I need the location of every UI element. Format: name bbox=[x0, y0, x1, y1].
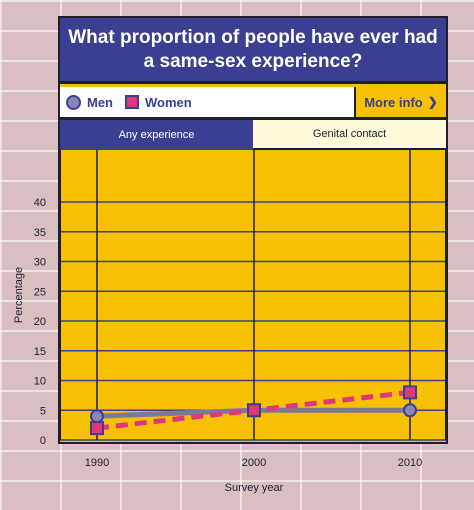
data-point-women[interactable] bbox=[90, 421, 104, 436]
legend-label-men: Men bbox=[87, 94, 113, 110]
y-tick-label: 0 bbox=[40, 435, 46, 447]
x-tick-label: 2010 bbox=[398, 457, 422, 469]
y-tick-label: 5 bbox=[40, 405, 46, 417]
data-point-men[interactable] bbox=[90, 409, 104, 424]
more-info-button[interactable]: More info ❯ bbox=[354, 87, 446, 117]
y-tick-label: 30 bbox=[34, 257, 46, 269]
square-marker-icon bbox=[125, 95, 139, 109]
legend-label-women: Women bbox=[145, 94, 192, 110]
data-point-women[interactable] bbox=[403, 385, 417, 400]
y-tick-label: 25 bbox=[34, 286, 46, 298]
chevron-down-icon: ❯ bbox=[427, 95, 438, 109]
legend: Men Women More info ❯ bbox=[60, 87, 446, 120]
tab-genital-contact[interactable]: Genital contact bbox=[253, 120, 446, 150]
chart-title: What proportion of people have ever had … bbox=[60, 18, 446, 84]
tab-bar: Any experience Genital contact bbox=[60, 120, 446, 150]
data-point-men[interactable] bbox=[403, 403, 417, 418]
legend-item-men[interactable]: Men bbox=[66, 94, 113, 110]
tab-any-experience[interactable]: Any experience bbox=[60, 120, 253, 150]
y-axis-label: Percentage bbox=[13, 267, 25, 323]
y-tick-label: 40 bbox=[34, 197, 46, 209]
circle-marker-icon bbox=[66, 94, 81, 110]
y-tick-label: 15 bbox=[34, 346, 46, 358]
y-tick-label: 10 bbox=[34, 376, 46, 388]
y-tick-label: 20 bbox=[34, 316, 46, 328]
x-tick-label: 1990 bbox=[85, 457, 109, 469]
x-axis-label: Survey year bbox=[225, 482, 284, 494]
legend-item-women[interactable]: Women bbox=[125, 95, 192, 110]
y-tick-label: 35 bbox=[34, 227, 46, 239]
chart-panel: What proportion of people have ever had … bbox=[58, 16, 448, 444]
data-point-women[interactable] bbox=[247, 403, 261, 418]
more-info-label: More info bbox=[364, 94, 423, 110]
x-tick-label: 2000 bbox=[242, 457, 266, 469]
